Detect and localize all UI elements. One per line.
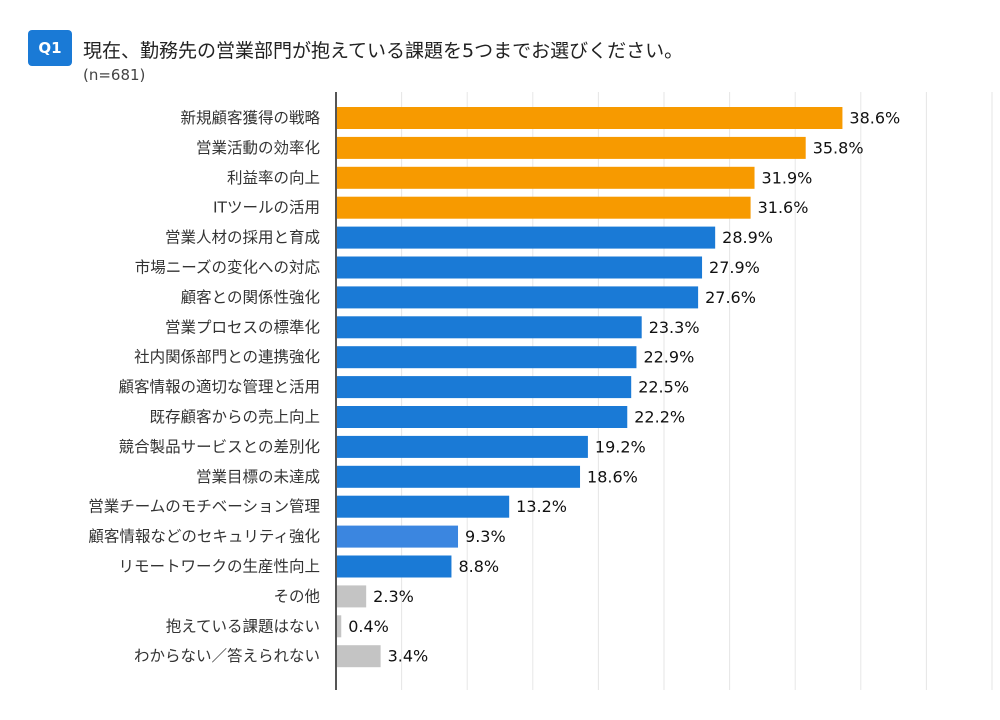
category-label: 営業チームのモチベーション管理 [88, 498, 320, 516]
bar [336, 465, 581, 488]
bar [336, 615, 342, 638]
bar [336, 226, 716, 249]
category-label: ITツールの活用 [213, 199, 320, 217]
value-label: 31.9% [762, 168, 813, 187]
category-label: 顧客情報などのセキュリティ強化 [88, 528, 320, 546]
bar [336, 585, 367, 608]
category-label: 既存顧客からの売上向上 [149, 408, 320, 426]
bar [336, 107, 843, 129]
category-label: 市場ニーズの変化への対応 [135, 259, 321, 277]
value-label: 23.3% [649, 318, 700, 337]
category-label: リモートワークの生産性向上 [118, 558, 320, 576]
category-label: 営業プロセスの標準化 [165, 318, 320, 336]
category-label: 利益率の向上 [227, 169, 320, 187]
question-title: 現在、勤務先の営業部門が抱えている課題を5つまでお選びください。 [83, 40, 684, 62]
value-label: 22.2% [634, 408, 685, 427]
value-label: 31.6% [758, 198, 809, 217]
value-label: 38.6% [849, 109, 900, 128]
category-label: 抱えている課題はない [166, 617, 320, 635]
bar [336, 555, 452, 578]
bar [336, 256, 703, 279]
question-header: Q1 現在、勤務先の営業部門が抱えている課題を5つまでお選びください。 (n=6… [28, 30, 988, 90]
bar [336, 525, 459, 548]
bar [336, 376, 632, 399]
category-label: 営業人材の採用と育成 [165, 229, 320, 247]
value-label: 2.3% [373, 587, 414, 606]
bar [336, 316, 642, 339]
bar [336, 196, 751, 219]
bar [336, 435, 588, 458]
value-label: 3.4% [388, 647, 429, 666]
bar [336, 346, 637, 369]
category-label: 新規顧客獲得の戦略 [180, 109, 320, 127]
category-label: 社内関係部門との連携強化 [134, 348, 320, 366]
bar [336, 495, 510, 518]
value-label: 19.2% [595, 437, 646, 456]
category-label: 営業目標の未達成 [196, 468, 320, 486]
question-badge: Q1 [28, 30, 72, 66]
value-label: 9.3% [465, 527, 506, 546]
sample-size: (n=681) [83, 66, 146, 84]
category-label: 競合製品サービスとの差別化 [119, 438, 320, 456]
value-label: 27.9% [709, 258, 760, 277]
value-label: 0.4% [348, 617, 389, 636]
bar [336, 166, 755, 189]
value-label: 27.6% [705, 288, 756, 307]
bar [336, 286, 699, 309]
value-label: 28.9% [722, 228, 773, 247]
category-label: その他 [273, 587, 320, 605]
category-label: 営業活動の効率化 [196, 139, 320, 157]
bar [336, 406, 628, 428]
value-label: 22.5% [638, 378, 689, 397]
category-label: 顧客情報の適切な管理と活用 [118, 378, 320, 396]
value-label: 8.8% [458, 557, 499, 576]
value-label: 13.2% [516, 497, 567, 516]
value-label: 22.9% [643, 348, 694, 367]
bar [336, 136, 806, 159]
category-label: 顧客との関係性強化 [181, 288, 320, 306]
category-label: わからない／答えられない [134, 647, 320, 665]
bar [336, 645, 381, 668]
value-label: 35.8% [813, 138, 864, 157]
value-label: 18.6% [587, 467, 638, 486]
